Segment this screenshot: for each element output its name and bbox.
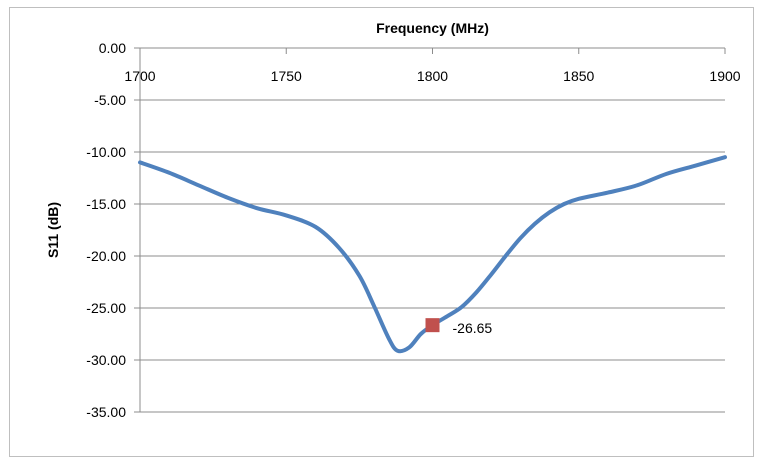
- chart-area: 0.00 -5.00 -10.00 -15.00 -20.00 -25.00 -30.00 -…: [9, 7, 754, 457]
- x-tick-label: 1900: [709, 68, 740, 84]
- y-tick-label: -30.00: [86, 352, 126, 368]
- x-tick-label: 1700: [124, 68, 155, 84]
- y-tick-label: -15.00: [86, 196, 126, 212]
- s11-line-chart: 0.00 -5.00 -10.00 -15.00 -20.00 -25.00 -30.00 -…: [45, 20, 741, 420]
- s11-series-line: [138, 155, 727, 354]
- y-tick-label: -25.00: [86, 300, 126, 316]
- x-tick-label: 1850: [563, 68, 594, 84]
- x-axis-title: Frequency (MHz): [376, 20, 489, 36]
- x-tick-label: 1750: [271, 68, 302, 84]
- highlight-point-marker: [425, 318, 440, 333]
- x-tick-label: 1800: [417, 68, 448, 84]
- y-axis-title: S11 (dB): [45, 202, 61, 258]
- y-tick-label: -5.00: [94, 92, 126, 108]
- y-tick-label: -20.00: [86, 248, 126, 264]
- y-tick-label: -35.00: [86, 404, 126, 420]
- highlight-point-label: -26.65: [453, 320, 493, 336]
- y-tick-label: -10.00: [86, 144, 126, 160]
- y-tick-label: 0.00: [99, 40, 126, 56]
